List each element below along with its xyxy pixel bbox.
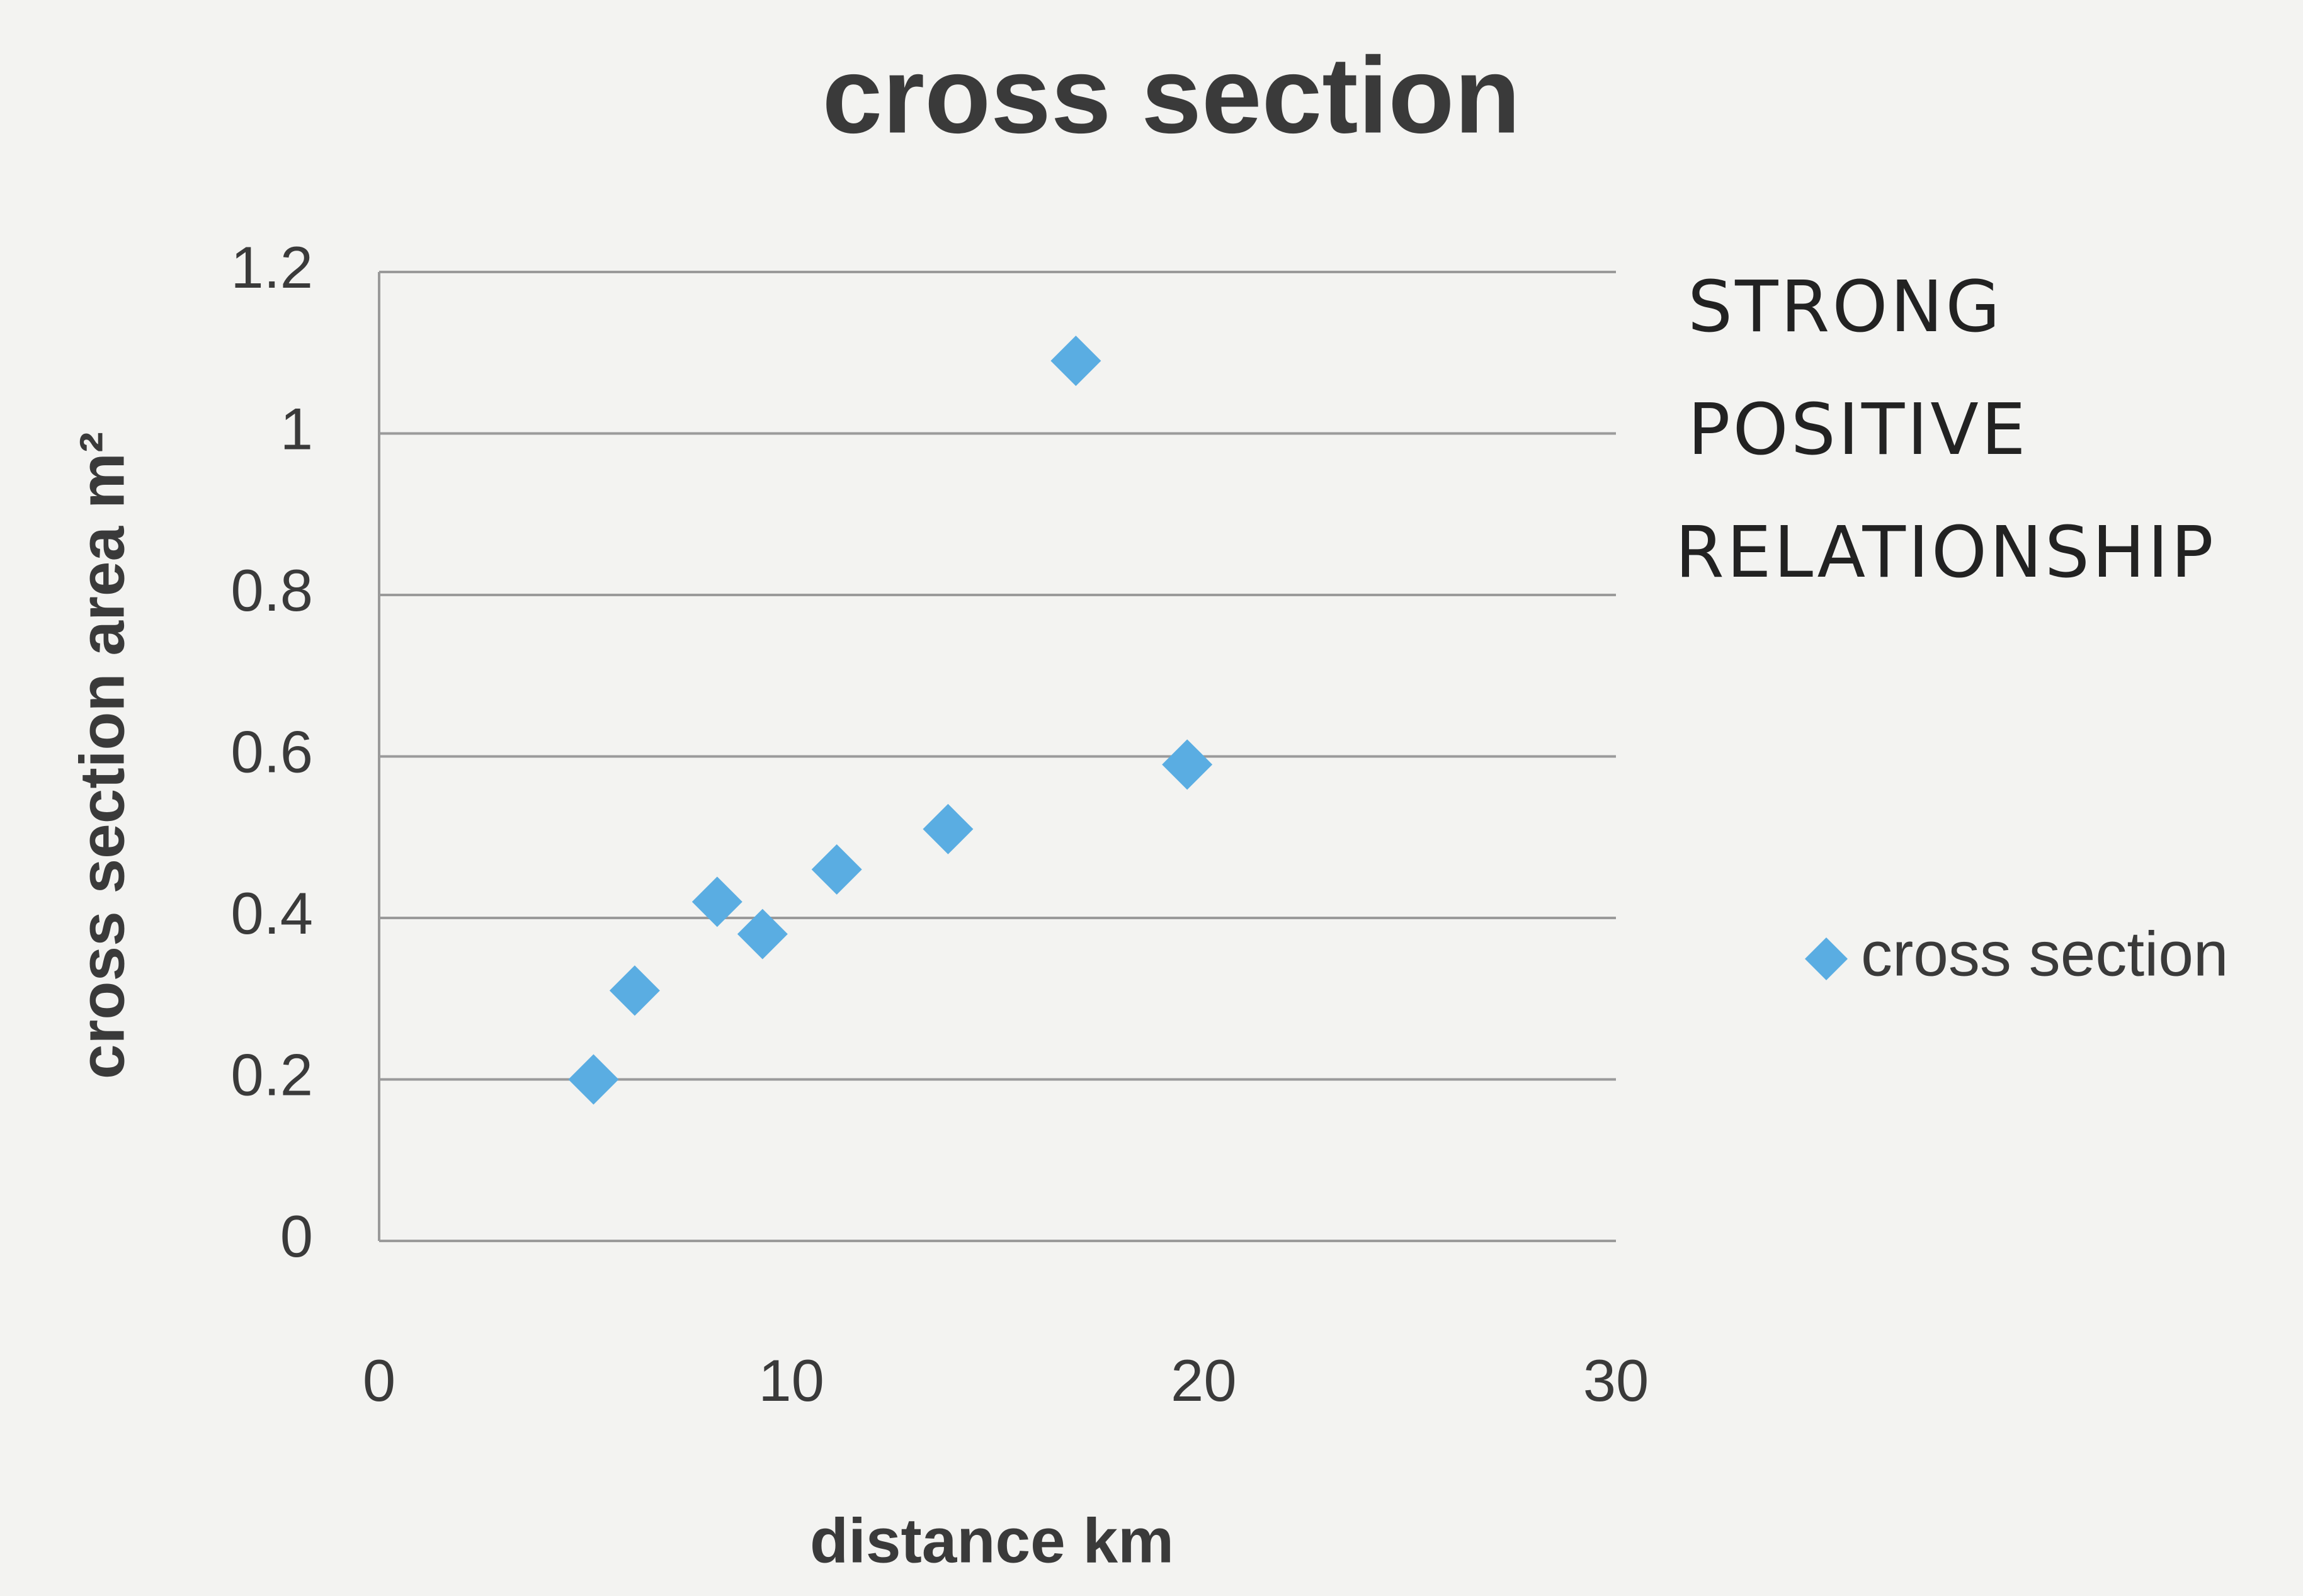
point: [609, 965, 660, 1016]
point: [737, 908, 788, 959]
x-tick-label: 0: [363, 1347, 395, 1413]
annotation: RELATIONSHIP: [1675, 512, 2216, 594]
point: [1050, 336, 1101, 387]
x-tick-label: 10: [758, 1347, 824, 1413]
chart-title: cross section: [822, 35, 1521, 156]
y-axis-label: cross section area m²: [67, 432, 137, 1079]
y-tick-label: 0.6: [230, 718, 313, 784]
point: [568, 1054, 619, 1105]
x-tick-label: 30: [1583, 1347, 1649, 1413]
y-tick-label: 0: [280, 1203, 313, 1269]
legend-label: cross section: [1861, 919, 2229, 989]
point: [811, 844, 862, 895]
legend-marker: [1805, 937, 1848, 980]
y-tick-label: 1: [280, 395, 313, 461]
x-tick-label: 20: [1171, 1347, 1237, 1413]
annotation: STRONG: [1688, 266, 2003, 348]
y-tick-label: 0.4: [230, 880, 313, 946]
point: [923, 803, 974, 854]
y-tick-label: 0.8: [230, 557, 313, 623]
x-axis-label: distance km: [810, 1505, 1174, 1576]
y-tick-label: 0.2: [230, 1041, 313, 1107]
annotation: POSITIVE: [1688, 389, 2028, 471]
point: [1162, 739, 1213, 790]
point: [691, 876, 742, 927]
y-tick-label: 1.2: [230, 234, 313, 300]
